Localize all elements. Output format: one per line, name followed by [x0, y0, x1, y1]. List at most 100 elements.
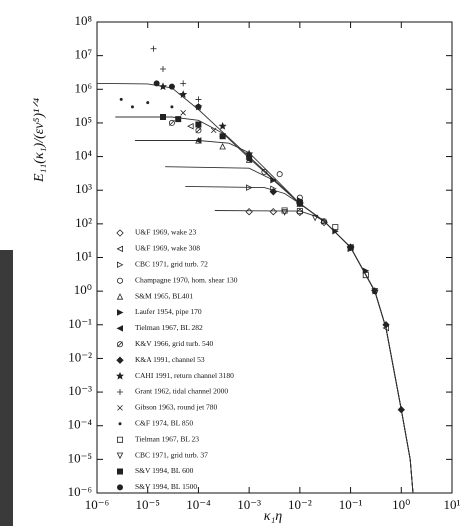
data-point: [150, 45, 157, 52]
y-tick-label: 10⁻⁴: [68, 417, 93, 432]
data-point: [246, 153, 253, 160]
legend-marker: [117, 389, 123, 395]
x-tick-label: 10⁻⁵: [136, 497, 160, 512]
data-point: [170, 105, 174, 109]
legend-label: C&F 1974, BL 850: [135, 419, 193, 428]
data-point: [281, 207, 288, 214]
legend-label: S&V 1994, BL 1500: [135, 482, 197, 491]
legend-marker: [117, 341, 124, 348]
legend-label: U&F 1969, wake 23: [135, 228, 196, 237]
x-tick-label: 10⁰: [392, 497, 410, 512]
data-point: [245, 208, 253, 216]
y-tick-label: 10²: [75, 215, 92, 230]
legend-label: S&V 1994, BL 600: [135, 466, 194, 475]
data-point: [382, 321, 390, 329]
data-point: [159, 66, 166, 73]
data-point: [347, 244, 354, 251]
data-point: [130, 105, 134, 109]
data-point: [218, 121, 227, 130]
background-photo-edge: [0, 250, 13, 526]
y-tick-label: 10¹: [75, 248, 92, 263]
y-tick-label: 10⁻⁵: [68, 450, 92, 465]
data-point: [261, 168, 268, 175]
data-point: [370, 286, 379, 295]
data-point: [219, 133, 226, 140]
data-point: [296, 208, 304, 217]
x-axis-label: κ₁η: [264, 509, 283, 524]
legend-marker: [116, 452, 124, 460]
legend-marker: [117, 468, 123, 475]
data-point: [295, 199, 304, 208]
legend-label: Laufer 1954, pipe 170: [135, 307, 202, 316]
x-tick-label: 10⁻¹: [339, 497, 363, 512]
data-point: [281, 209, 288, 216]
y-tick-label: 10⁻²: [68, 349, 92, 364]
legend-marker: [116, 371, 124, 380]
y-tick-label: 10³: [75, 181, 92, 196]
model-curve: [96, 82, 414, 494]
data-point: [175, 116, 182, 123]
legend-label: Tielman 1967, BL 23: [135, 434, 199, 443]
data-point: [153, 80, 160, 87]
y-tick-label: 10⁻³: [68, 383, 92, 398]
y-tick-label: 10⁸: [74, 13, 92, 28]
x-tick-label: 10⁻⁴: [186, 497, 211, 512]
data-point: [219, 142, 226, 150]
data-point: [195, 121, 202, 128]
model-curve: [214, 210, 414, 494]
legend-marker: [118, 422, 122, 426]
y-tick-label: 10⁵: [74, 114, 92, 129]
legend-marker: [117, 484, 124, 491]
legend-label: CAHI 1991, return channel 3180: [135, 371, 234, 380]
data-point: [187, 122, 194, 130]
data-point: [311, 214, 319, 222]
legend-marker: [117, 405, 123, 411]
data-point: [194, 137, 202, 144]
data-point: [362, 272, 369, 279]
legend-label: Gibson 1963, round jet 780: [135, 403, 218, 412]
y-tick-label: 10⁰: [74, 282, 92, 297]
x-tick-label: 10⁻⁶: [85, 497, 109, 512]
legend-label: K&A 1991, channel 53: [135, 355, 205, 364]
data-point: [332, 224, 339, 231]
legend-marker: [117, 261, 124, 269]
x-tick-label: 10⁻³: [237, 497, 261, 512]
y-axis-label: E₁₁(κ₁)/(εν⁵)¹ᐟ⁴: [32, 98, 47, 183]
data-point: [158, 82, 167, 91]
data-point: [371, 288, 379, 295]
data-point: [119, 97, 123, 101]
data-point: [195, 127, 202, 134]
y-tick-label: 10⁶: [74, 80, 92, 95]
data-point: [180, 80, 187, 87]
data-point: [195, 96, 202, 103]
legend-label: CBC 1971, grid turb. 72: [135, 260, 208, 269]
legend-label: CBC 1971, grid turb. 37: [135, 450, 208, 459]
data-point: [269, 188, 278, 196]
data-point: [146, 101, 150, 105]
legend-label: K&V 1966, grid turb. 540: [135, 339, 213, 348]
legend-label: S&M 1965, BL401: [135, 291, 193, 300]
model-curve: [185, 185, 414, 494]
data-point: [321, 218, 328, 225]
legend-label: U&F 1969, wake 308: [135, 244, 200, 253]
data-point: [296, 208, 303, 215]
data-point: [269, 208, 278, 216]
y-tick-label: 10⁷: [74, 47, 92, 62]
legend-marker: [116, 229, 124, 237]
legend-label: Tielman 1967, BL 282: [135, 323, 203, 332]
legend-marker: [116, 245, 123, 253]
data-point: [168, 83, 175, 90]
legend-label: Grant 1962, tidal channel 2000: [135, 387, 228, 396]
data-point: [179, 90, 188, 98]
legend-marker: [116, 293, 124, 300]
legend-marker: [117, 436, 123, 443]
data-point: [180, 110, 186, 116]
data-point: [397, 405, 405, 414]
legend-marker: [117, 277, 124, 284]
legend-label: Champagne 1970, hom. shear 130: [135, 275, 238, 284]
legend-marker: [117, 309, 124, 316]
data-point: [160, 114, 166, 120]
data-point: [276, 171, 283, 178]
data-point: [195, 103, 202, 110]
